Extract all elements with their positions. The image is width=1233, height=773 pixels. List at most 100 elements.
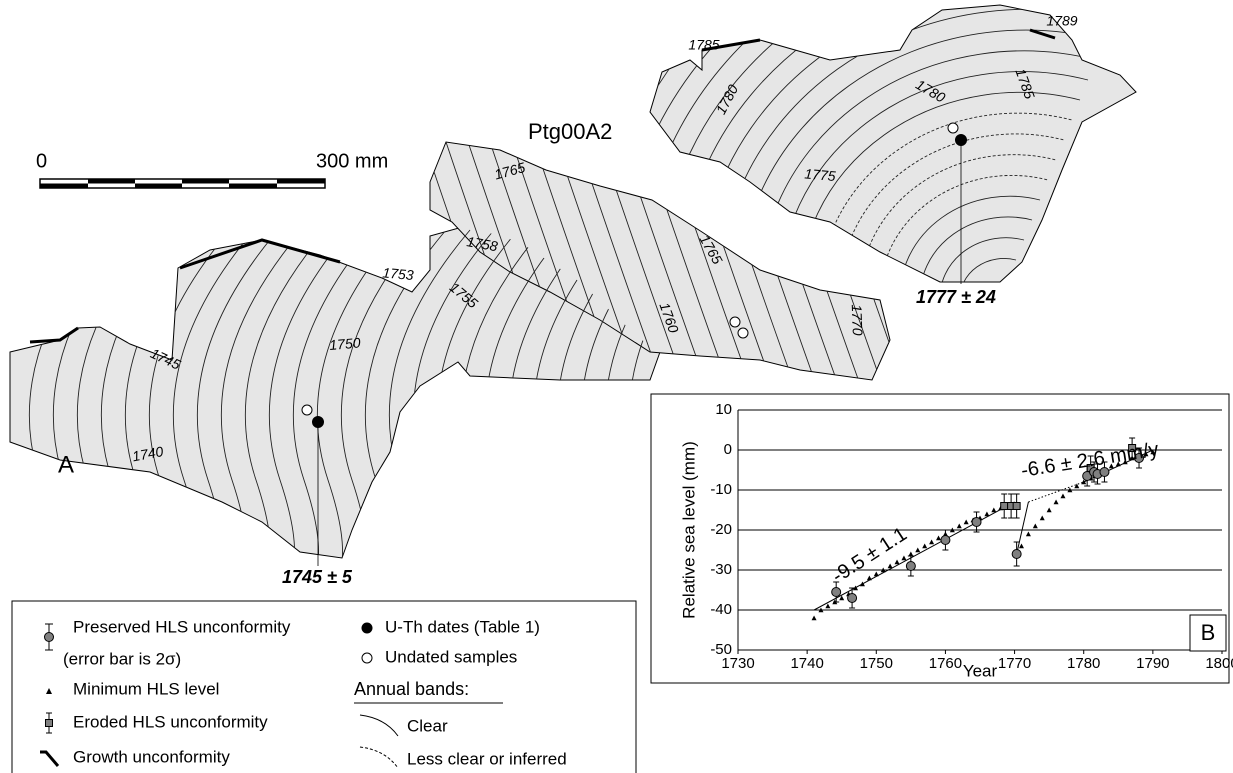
x-tick-label: 1740 <box>790 655 823 672</box>
triangle-marker <box>880 567 886 573</box>
legend-label: Clear <box>407 716 448 735</box>
triangle-marker <box>915 547 921 553</box>
circle-marker <box>905 561 916 571</box>
triangle-marker <box>1150 449 1156 455</box>
triangle-marker <box>887 563 893 569</box>
triangle-marker <box>929 539 935 545</box>
square-marker <box>1000 502 1009 510</box>
triangle-marker <box>1039 515 1045 521</box>
triangle-marker <box>1046 507 1052 513</box>
legend-label: Undated samples <box>385 647 517 666</box>
trend-line <box>1016 501 1029 555</box>
legend-label: (error bar is 2σ) <box>63 649 181 668</box>
triangle-marker <box>1081 479 1087 485</box>
band-line <box>177 229 279 558</box>
y-tick-label: 10 <box>715 401 732 418</box>
circle-marker <box>847 593 858 603</box>
x-tick-label: 1760 <box>929 655 962 672</box>
triangle-marker <box>936 535 942 541</box>
panel-label: A <box>58 451 74 478</box>
scale-end: 300 mm <box>316 150 388 172</box>
triangle-marker <box>1074 483 1080 489</box>
triangle-marker <box>1108 463 1114 469</box>
band-line <box>129 229 231 558</box>
triangle-marker <box>811 615 817 621</box>
circle-marker <box>1099 467 1110 477</box>
triangle-marker <box>984 511 990 517</box>
triangle-marker <box>956 523 962 529</box>
triangle-marker <box>1115 461 1121 467</box>
triangle-marker <box>818 607 824 613</box>
y-tick-label: -20 <box>710 521 732 538</box>
triangle-marker <box>1025 531 1031 537</box>
y-tick-label: -30 <box>710 561 732 578</box>
triangle-marker <box>1067 487 1073 493</box>
triangle-marker <box>1122 459 1128 465</box>
band-line <box>153 229 255 558</box>
scale-bar <box>39 178 326 189</box>
triangle-marker <box>825 603 831 609</box>
circle-marker <box>940 535 951 545</box>
square-marker <box>1012 502 1021 510</box>
band-year: 1740 <box>131 443 165 464</box>
chart: -50 -40 -30 -20 -10 0 10 1730 1740 1750 1760 1770 17… <box>679 401 1233 681</box>
band-year: 1750 <box>329 334 362 353</box>
triangle-marker <box>991 507 997 513</box>
band-line <box>959 258 1017 282</box>
triangle-marker <box>859 581 865 587</box>
y-tick-label: -50 <box>710 641 732 658</box>
band-year: 1789 <box>1046 13 1077 29</box>
growth-unconformity <box>29 28 1056 344</box>
triangle-marker <box>1143 451 1149 457</box>
x-tick-label: 1750 <box>860 655 893 672</box>
circle-marker <box>831 587 842 597</box>
triangle-marker <box>1060 493 1066 499</box>
triangle-marker <box>908 551 914 557</box>
band-line <box>297 229 399 558</box>
date-label: 1777 ± 24 <box>916 287 996 307</box>
legend-label: Less clear or inferred <box>407 749 567 768</box>
y-tick-label: -10 <box>710 481 732 498</box>
band-line <box>345 229 447 558</box>
x-axis-label: Year <box>963 661 998 680</box>
band-line <box>939 237 1025 282</box>
band-year: 1758 <box>465 233 499 254</box>
legend: Preserved HLS unconformity (error bar is… <box>11 600 637 773</box>
x-tick-label: 1800 <box>1205 655 1233 672</box>
samples <box>301 122 967 566</box>
band-line <box>249 229 351 558</box>
y-axis-label: Relative sea level (mm) <box>679 441 698 619</box>
band-line <box>273 229 375 558</box>
band-line <box>201 229 303 558</box>
legend-title: Annual bands: <box>354 679 469 699</box>
triangle-marker <box>1053 499 1059 505</box>
legend-label: Growth unconformity <box>73 747 230 766</box>
x-tick-label: 1790 <box>1136 655 1169 672</box>
band-line <box>321 229 423 558</box>
triangle-marker <box>839 595 845 601</box>
triangle-marker <box>949 527 955 533</box>
legend-label: Minimum HLS level <box>73 679 219 698</box>
y-tick-label: 0 <box>724 441 732 458</box>
band-year: 1775 <box>804 165 837 184</box>
triangle-marker <box>866 575 872 581</box>
sample-label: Ptg00A2 <box>528 119 612 144</box>
panel-label: B <box>1201 620 1216 645</box>
triangle-marker <box>1032 523 1038 529</box>
panel-label-box <box>1189 614 1227 652</box>
triangle-marker <box>1018 543 1024 549</box>
circle-marker <box>1134 453 1145 463</box>
triangle-marker <box>922 543 928 549</box>
triangle-marker <box>894 559 900 565</box>
x-tick-label: 1770 <box>998 655 1031 672</box>
band-line <box>225 229 327 558</box>
circle-marker <box>1011 549 1022 559</box>
date-label: 1745 ± 5 <box>282 567 353 587</box>
band-year: 1753 <box>382 264 415 283</box>
circle-marker <box>971 517 982 527</box>
triangle-marker <box>873 571 879 577</box>
y-tick-label: -40 <box>710 601 732 618</box>
band-line <box>859 154 1057 282</box>
square-marker <box>1128 444 1137 452</box>
